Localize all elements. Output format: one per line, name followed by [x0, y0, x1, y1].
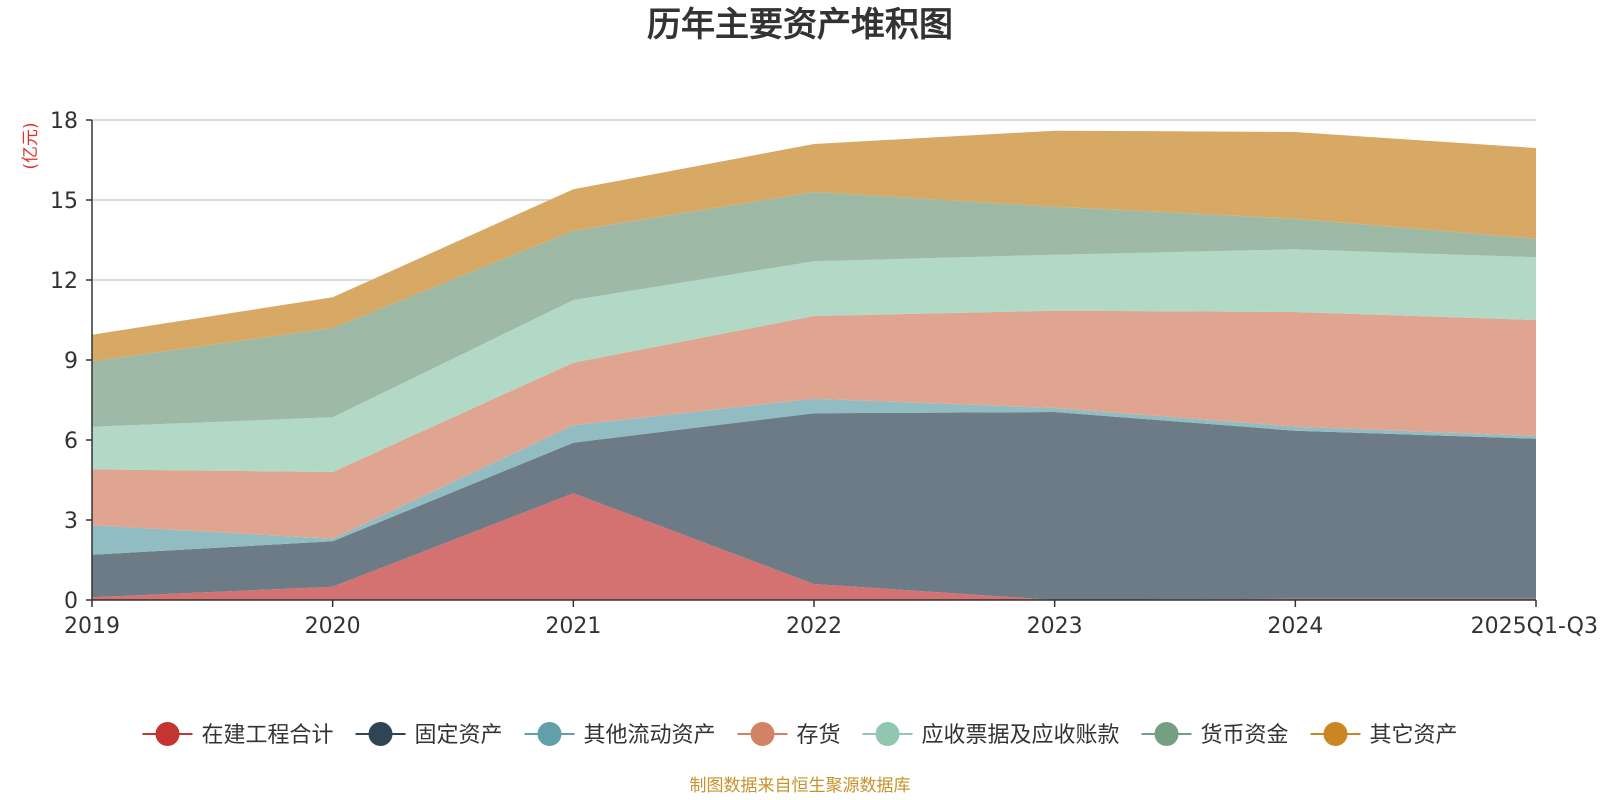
legend-item[interactable]: 其他流动资产	[524, 722, 716, 748]
y-axis-unit-label: (亿元)	[21, 122, 41, 169]
legend-item[interactable]: 在建工程合计	[142, 722, 334, 748]
x-tick-label: 2021	[545, 614, 601, 639]
y-tick-label: 9	[64, 349, 78, 374]
legend-marker	[368, 722, 393, 746]
legend-marker	[1154, 722, 1179, 746]
area-货币资金	[92, 192, 1536, 427]
legend-marker	[155, 722, 180, 746]
legend-label: 存货	[797, 723, 841, 748]
x-tick-label: 2025Q1-Q3	[1471, 614, 1598, 639]
legend-item[interactable]: 存货	[737, 722, 841, 748]
x-tick-label: 2019	[64, 614, 120, 639]
y-tick-label: 3	[64, 509, 78, 534]
legend-item[interactable]: 固定资产	[355, 722, 503, 748]
y-tick-label: 0	[64, 589, 78, 614]
y-tick-label: 18	[50, 109, 78, 134]
x-tick-label: 2023	[1027, 614, 1083, 639]
legend-label: 在建工程合计	[202, 723, 334, 748]
axes: 0 3 6 9 12 15 18 2019 2020 2021 2022 2023 2024 2025Q1…	[50, 109, 1598, 639]
chart-title: 历年主要资产堆积图	[647, 5, 953, 45]
y-tick-label: 15	[50, 189, 78, 214]
area-series-group	[92, 130, 1536, 600]
legend-label: 其它资产	[1370, 723, 1458, 748]
legend-marker	[750, 722, 775, 746]
legend-label: 货币资金	[1201, 723, 1289, 748]
area-其它资产	[92, 130, 1536, 362]
area-应收票据及应收账款	[92, 249, 1536, 472]
legend: 在建工程合计 固定资产 其他流动资产 存货 应收票据及应收账款 货币资金 其它资产	[142, 722, 1458, 748]
legend-item[interactable]: 其它资产	[1310, 722, 1458, 748]
data-source-note: 制图数据来自恒生聚源数据库	[690, 776, 911, 796]
area-存货	[92, 310, 1536, 539]
x-tick-label: 2024	[1267, 614, 1323, 639]
legend-label: 应收票据及应收账款	[922, 723, 1120, 748]
x-tick-label: 2022	[786, 614, 842, 639]
legend-label: 其他流动资产	[584, 723, 716, 748]
area-其他流动资产	[92, 398, 1536, 555]
area-固定资产	[92, 412, 1536, 600]
area-在建工程合计	[92, 493, 1536, 600]
legend-marker	[1323, 722, 1348, 746]
legend-item[interactable]: 应收票据及应收账款	[862, 722, 1120, 748]
y-tick-label: 12	[50, 269, 78, 294]
y-tick-label: 6	[64, 429, 78, 454]
legend-item[interactable]: 货币资金	[1141, 722, 1289, 748]
legend-marker	[875, 722, 900, 746]
x-tick-label: 2020	[305, 614, 361, 639]
legend-marker	[537, 722, 562, 746]
legend-label: 固定资产	[415, 723, 503, 748]
